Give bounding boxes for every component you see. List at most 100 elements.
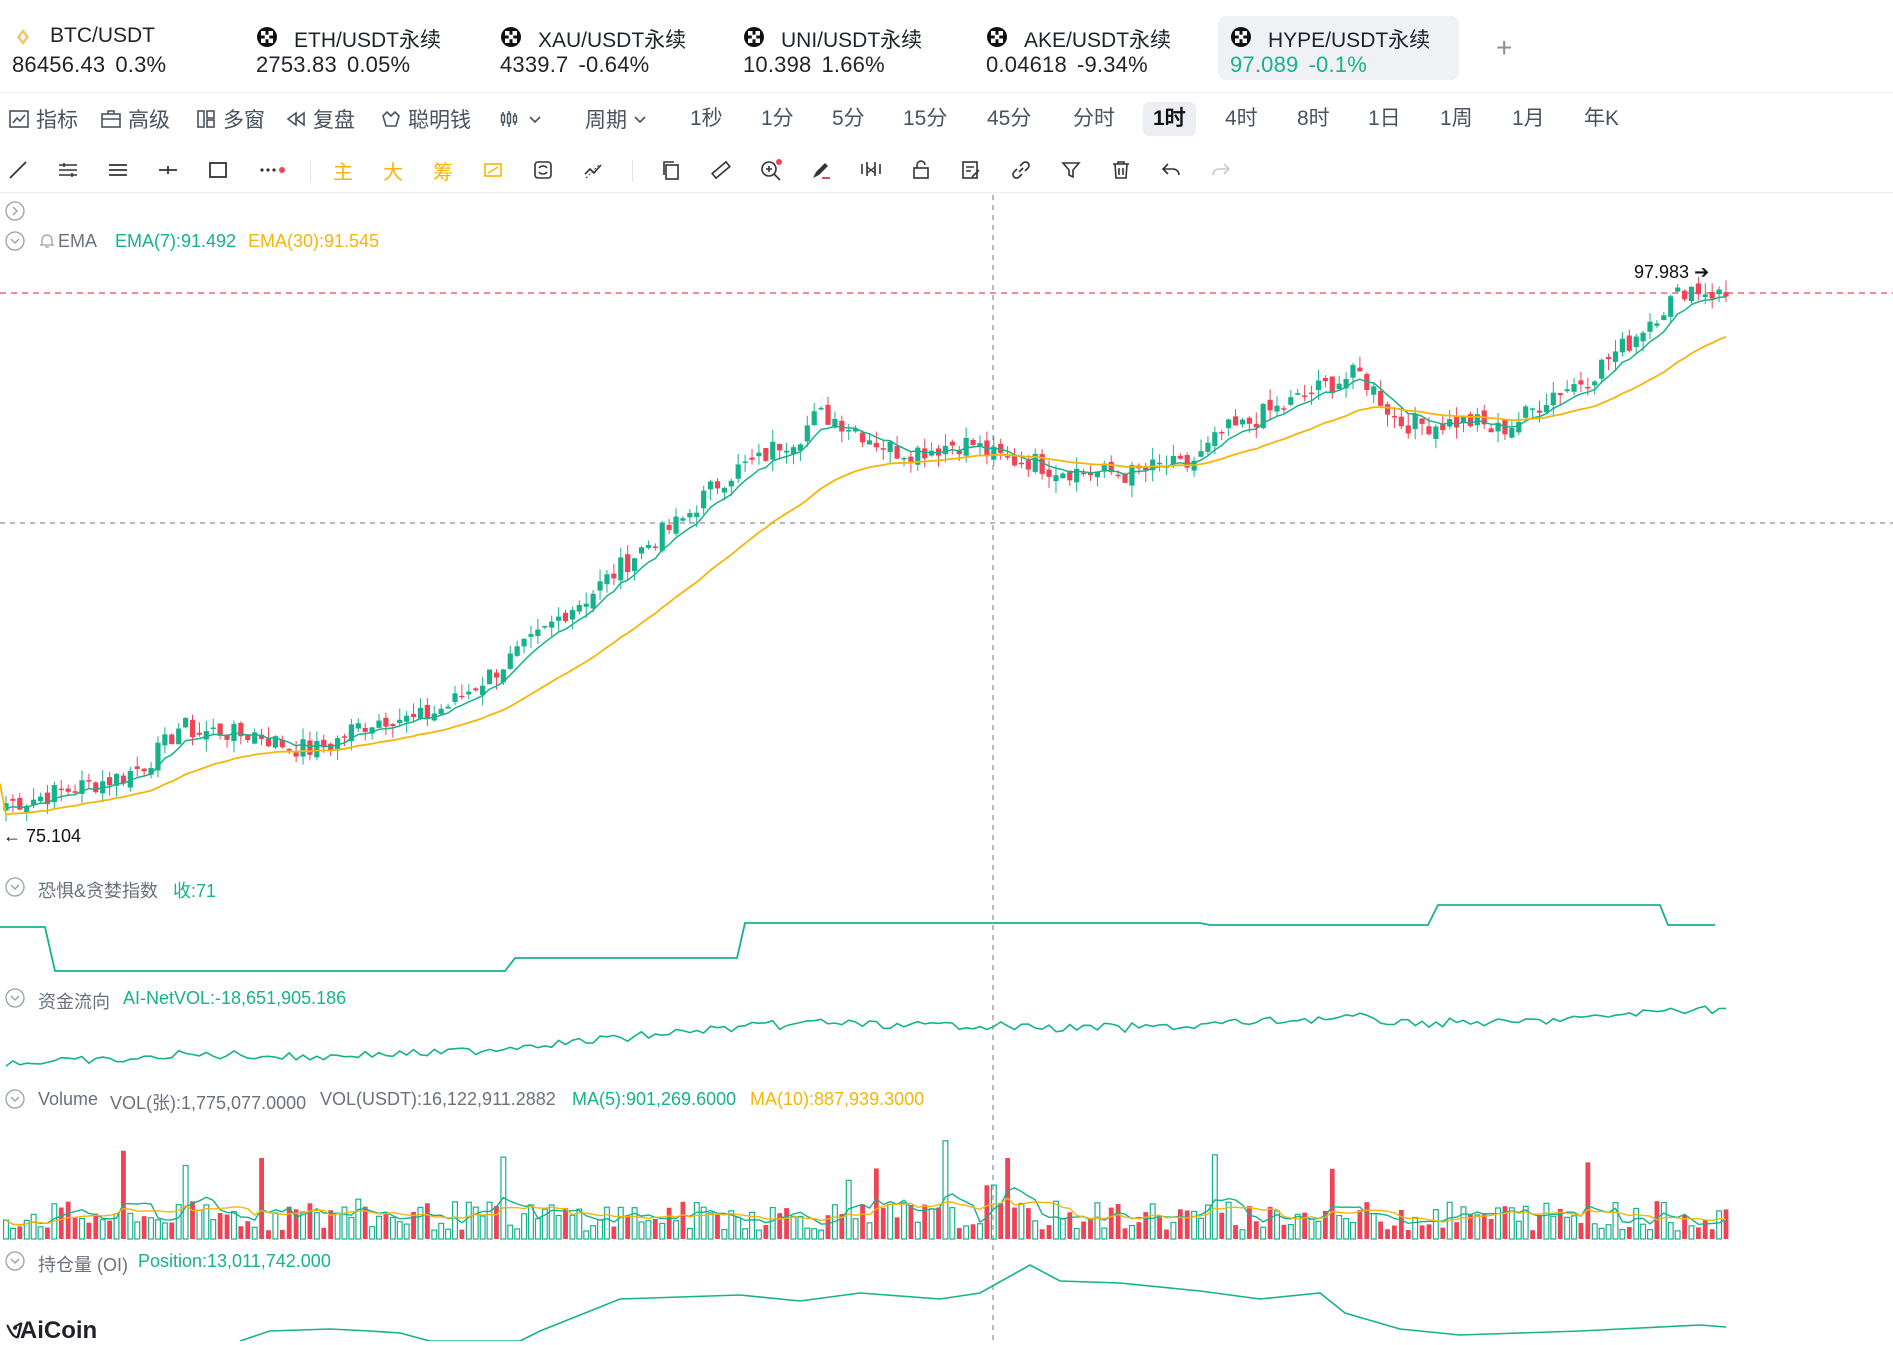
collapse-toggle-icon[interactable] xyxy=(5,231,25,251)
ticker-tab-ake[interactable]: AKE/USDT永续 0.04618 -9.34% xyxy=(974,16,1204,80)
period-year[interactable]: 年K xyxy=(1584,107,1620,130)
candle xyxy=(562,612,569,622)
horizontal-line-tool[interactable] xyxy=(152,154,184,186)
candle xyxy=(1143,466,1149,471)
sync-icon xyxy=(534,161,552,179)
parallel-lines-tool[interactable] xyxy=(52,154,84,186)
volume-bar xyxy=(1170,1221,1177,1240)
magnet-tool[interactable] xyxy=(855,154,887,186)
undo-button[interactable] xyxy=(1155,154,1187,186)
volume-bar xyxy=(438,1222,445,1240)
candle xyxy=(542,625,548,628)
add-tab-button[interactable]: + xyxy=(1496,32,1513,63)
pen-tool[interactable] xyxy=(805,154,837,186)
smart-money-menu[interactable]: 聪明钱 xyxy=(380,102,471,136)
candle xyxy=(286,748,292,751)
main-chart-toggle[interactable]: 主 xyxy=(327,154,359,186)
collapse-toggle-icon[interactable] xyxy=(5,988,25,1008)
channel-tool[interactable] xyxy=(102,154,134,186)
big-order-toggle[interactable]: 大 xyxy=(377,154,409,186)
chart-type-dropdown[interactable] xyxy=(498,102,542,136)
sync-tool[interactable] xyxy=(527,154,559,186)
replay-menu[interactable]: 复盘 xyxy=(285,102,355,136)
ticker-price-line: 97.089 -0.1% xyxy=(1230,52,1367,77)
ticker-tab-uni[interactable]: UNI/USDT永续 10.398 1.66% xyxy=(731,16,961,80)
delete-tool[interactable] xyxy=(1105,154,1137,186)
period-1d[interactable]: 1日 xyxy=(1368,107,1401,130)
volume-bar xyxy=(1419,1225,1425,1239)
volume-bar xyxy=(362,1206,368,1239)
measure-tool[interactable] xyxy=(577,154,609,186)
candle xyxy=(31,799,37,805)
volume-bar xyxy=(1294,1213,1301,1240)
candle xyxy=(362,728,368,732)
chart-canvas[interactable] xyxy=(0,195,1893,1341)
volume-bar xyxy=(1488,1219,1494,1239)
big-label: 大 xyxy=(383,161,403,184)
zoom-tool[interactable] xyxy=(755,154,787,186)
lock-tool[interactable] xyxy=(905,154,937,186)
period-15m[interactable]: 15分 xyxy=(903,107,948,130)
period-5m[interactable]: 5分 xyxy=(832,107,865,130)
period-1mo[interactable]: 1月 xyxy=(1512,107,1545,130)
period-1w[interactable]: 1周 xyxy=(1440,107,1473,130)
chart-area[interactable]: EMA EMA(7):91.492 EMA(30):91.545 97.983 … xyxy=(0,195,1893,1344)
link-tool[interactable] xyxy=(1005,154,1037,186)
highlight-tool[interactable] xyxy=(477,154,509,186)
ticker-tab-eth[interactable]: ETH/USDT永续 2753.83 0.05% xyxy=(244,16,474,80)
period-1h[interactable]: 1时 xyxy=(1143,102,1196,136)
volume-bar xyxy=(300,1211,307,1240)
volume-bar xyxy=(196,1209,203,1240)
smart-money-label: 聪明钱 xyxy=(408,109,471,132)
filter-tool[interactable] xyxy=(1055,154,1087,186)
candle xyxy=(369,727,375,734)
rectangle-tool[interactable] xyxy=(202,154,234,186)
ticker-tab-hype[interactable]: HYPE/USDT永续 97.089 -0.1% xyxy=(1218,16,1459,80)
redo-button[interactable] xyxy=(1205,154,1237,186)
edit-template-tool[interactable] xyxy=(955,154,987,186)
period-4h[interactable]: 4时 xyxy=(1225,107,1258,130)
multi-window-menu[interactable]: 多窗 xyxy=(195,102,265,136)
candle xyxy=(189,719,196,738)
period-45m[interactable]: 45分 xyxy=(987,107,1032,130)
copy-tool[interactable] xyxy=(655,154,687,186)
collapse-toggle-icon[interactable] xyxy=(5,1089,25,1109)
period-8h[interactable]: 8时 xyxy=(1297,107,1330,130)
period-1m[interactable]: 1分 xyxy=(761,107,794,130)
more-tools[interactable] xyxy=(252,154,292,186)
candle xyxy=(1177,455,1183,459)
volume-bar xyxy=(266,1230,271,1239)
candle xyxy=(155,742,161,771)
candle xyxy=(1115,474,1121,477)
expand-toggle-icon[interactable] xyxy=(5,201,25,221)
candle xyxy=(245,734,251,740)
period-dropdown[interactable]: 周期 xyxy=(585,102,647,136)
advanced-menu[interactable]: 高级 xyxy=(100,102,170,136)
candle xyxy=(1260,403,1266,429)
volume-bar xyxy=(852,1218,859,1240)
period-1s[interactable]: 1秒 xyxy=(690,107,723,130)
candle xyxy=(1557,393,1563,396)
volume-bar xyxy=(210,1219,217,1240)
trend-line-tool[interactable] xyxy=(2,154,34,186)
candle xyxy=(1184,455,1190,468)
candle xyxy=(86,780,92,782)
briefcase-icon xyxy=(101,110,121,128)
indicators-menu[interactable]: 指标 xyxy=(8,102,78,136)
volume-bar xyxy=(1059,1217,1066,1240)
candle xyxy=(659,522,665,551)
candle xyxy=(1702,294,1708,298)
volume-bar xyxy=(1454,1222,1460,1239)
period-timeline[interactable]: 分时 xyxy=(1073,107,1115,130)
candle xyxy=(645,545,652,548)
bell-icon[interactable] xyxy=(38,232,56,250)
collapse-toggle-icon[interactable] xyxy=(5,877,25,897)
collapse-toggle-icon[interactable] xyxy=(5,1251,25,1271)
candle xyxy=(1668,296,1674,317)
ticker-tab-xau[interactable]: XAU/USDT永续 4339.7 -0.64% xyxy=(488,16,718,80)
ruler-tool[interactable] xyxy=(705,154,737,186)
volume-bar xyxy=(1709,1229,1715,1239)
volume-bar xyxy=(472,1206,479,1240)
chip-toggle[interactable]: 筹 xyxy=(427,154,459,186)
ticker-tab-btc[interactable]: BTC/USDT 86456.43 0.3% xyxy=(0,16,230,80)
